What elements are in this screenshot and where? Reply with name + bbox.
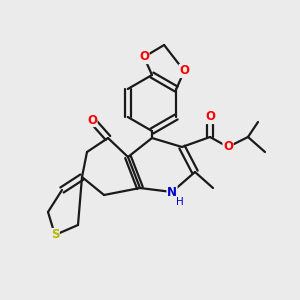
Text: O: O [87,113,97,127]
Text: O: O [179,64,189,77]
Text: S: S [51,229,59,242]
Text: O: O [223,140,233,154]
Text: O: O [139,50,149,64]
Text: N: N [167,185,177,199]
Text: H: H [176,197,184,207]
Text: O: O [205,110,215,124]
